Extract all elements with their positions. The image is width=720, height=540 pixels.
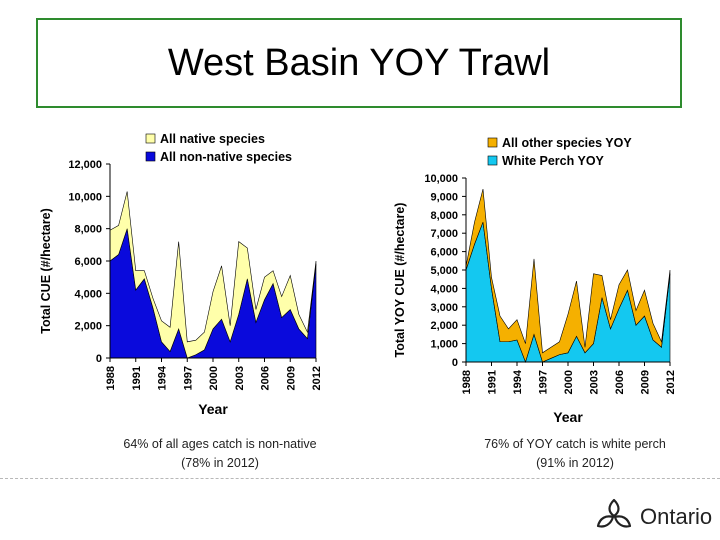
legend-swatch [145,151,156,162]
legend-label: All other species YOY [502,136,632,150]
y-tick-label: 8,000 [430,210,458,222]
caption-right-line1: 76% of YOY catch is white perch [484,437,666,451]
y-tick-label: 3,000 [430,302,458,314]
y-tick-label: 1,000 [430,339,458,351]
title-box: West Basin YOY Trawl [36,18,682,108]
x-tick-label: 1988 [105,366,117,390]
caption-right-line2: (91% in 2012) [536,456,614,470]
legend-label: All native species [160,132,265,146]
x-tick-label: 2003 [589,370,601,394]
x-axis-label: Year [553,409,583,425]
y-tick-label: 0 [96,353,102,365]
x-tick-label: 2000 [563,370,575,394]
x-tick-label: 2006 [614,370,626,394]
footer-divider [0,478,720,479]
y-tick-label: 2,000 [430,320,458,332]
ontario-logo: Ontario [592,496,716,536]
caption-left: 64% of all ages catch is non-native (78%… [80,435,360,473]
area-series-all-native-species [109,191,317,359]
x-tick-label: 1994 [512,369,524,394]
legend-swatch [145,133,156,144]
caption-left-line2: (78% in 2012) [181,456,259,470]
y-tick-label: 0 [452,357,458,369]
caption-right: 76% of YOY catch is white perch (91% in … [440,435,710,473]
y-tick-label: 4,000 [430,283,458,295]
y-axis-label: Total CUE (#/hectare) [39,208,53,334]
x-tick-label: 2012 [311,366,323,390]
x-axis-label: Year [198,401,228,417]
x-tick-label: 1988 [461,370,473,394]
x-tick-label: 1991 [131,366,143,390]
y-tick-label: 7,000 [430,228,458,240]
x-tick-label: 1994 [157,365,169,390]
x-tick-label: 2003 [234,366,246,390]
legend-label: White Perch YOY [502,154,605,168]
total-cue-chart: 0 2,000 4,000 6,000 8,000 10,000 12,000 1988 199… [39,132,323,417]
y-tick-label: 2,000 [74,321,102,333]
y-tick-label: 9,000 [430,191,458,203]
x-tick-label: 1991 [487,370,499,394]
x-tick-label: 1997 [182,366,194,390]
caption-left-line1: 64% of all ages catch is non-native [123,437,317,451]
y-tick-label: 4,000 [74,288,102,300]
area-series-all-other-species-yoy [465,188,671,363]
trillium-icon [596,498,632,528]
x-tick-label: 2006 [260,366,272,390]
x-tick-label: 1997 [538,370,550,394]
legend-swatch [487,137,498,148]
y-tick-label: 10,000 [68,191,102,203]
y-tick-label: 12,000 [68,159,102,171]
x-tick-label: 2009 [640,370,652,394]
y-tick-label: 5,000 [430,265,458,277]
y-tick-label: 8,000 [74,224,102,236]
x-tick-label: 2000 [208,366,220,390]
legend-swatch [487,155,498,166]
legend-label: All non-native species [160,150,292,164]
logo-text: Ontario [640,504,713,529]
x-tick-label: 2012 [665,370,677,394]
yoy-cue-chart: 0 1,000 2,000 3,000 4,000 5,000 6,000 7,000 8,00… [393,136,677,425]
y-tick-label: 6,000 [74,256,102,268]
y-axis-label: Total YOY CUE (#/hectare) [393,203,407,358]
x-tick-label: 2009 [285,366,297,390]
y-tick-label: 10,000 [424,173,458,185]
y-tick-label: 6,000 [430,247,458,259]
slide-title: West Basin YOY Trawl [167,41,551,84]
